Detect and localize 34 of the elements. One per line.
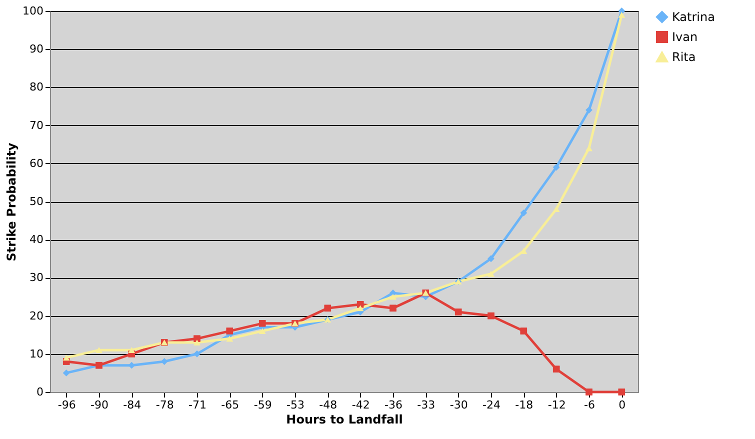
y-axis-title: Strike Probability bbox=[4, 142, 19, 262]
x-tick-label: -12 bbox=[548, 398, 566, 412]
y-tick-label: 20 bbox=[30, 309, 44, 322]
legend-label: Rita bbox=[672, 50, 696, 64]
y-tick-label: 10 bbox=[30, 347, 44, 360]
x-tick-label: -84 bbox=[123, 398, 142, 412]
x-tick-label: -6 bbox=[584, 398, 595, 412]
x-axis-title: Hours to Landfall bbox=[286, 412, 403, 426]
y-tick-label: 60 bbox=[30, 156, 44, 170]
x-tick-label: -53 bbox=[286, 398, 304, 412]
x-tick-label: -48 bbox=[319, 398, 338, 412]
y-tick-label: 40 bbox=[30, 233, 44, 246]
y-tick-label: 0 bbox=[36, 386, 44, 398]
x-tick-label: -24 bbox=[482, 398, 500, 412]
legend-label: Ivan bbox=[672, 30, 698, 44]
y-tick-label: 50 bbox=[30, 195, 44, 208]
y-tick-label: 30 bbox=[30, 271, 44, 284]
x-tick-label: -71 bbox=[188, 398, 206, 412]
y-tick-label: 100 bbox=[22, 4, 44, 18]
y-tick-label: 90 bbox=[30, 42, 44, 56]
x-tick-label: -78 bbox=[156, 398, 174, 412]
x-tick-label: 0 bbox=[618, 398, 626, 412]
legend-label: Katrina bbox=[672, 10, 715, 24]
x-tick-label: -36 bbox=[384, 398, 402, 412]
x-tick-label: -42 bbox=[352, 398, 370, 412]
x-tick-label: -33 bbox=[417, 398, 436, 412]
x-tick-label: -96 bbox=[58, 398, 76, 412]
x-tick-label: -90 bbox=[90, 398, 108, 412]
x-tick-label: -30 bbox=[450, 398, 468, 412]
y-tick-label: 70 bbox=[30, 118, 44, 132]
y-tick-label: 80 bbox=[30, 80, 44, 94]
x-tick-label: -18 bbox=[515, 398, 534, 412]
x-tick-label: -65 bbox=[221, 398, 240, 412]
x-tick-label: -59 bbox=[254, 398, 272, 412]
